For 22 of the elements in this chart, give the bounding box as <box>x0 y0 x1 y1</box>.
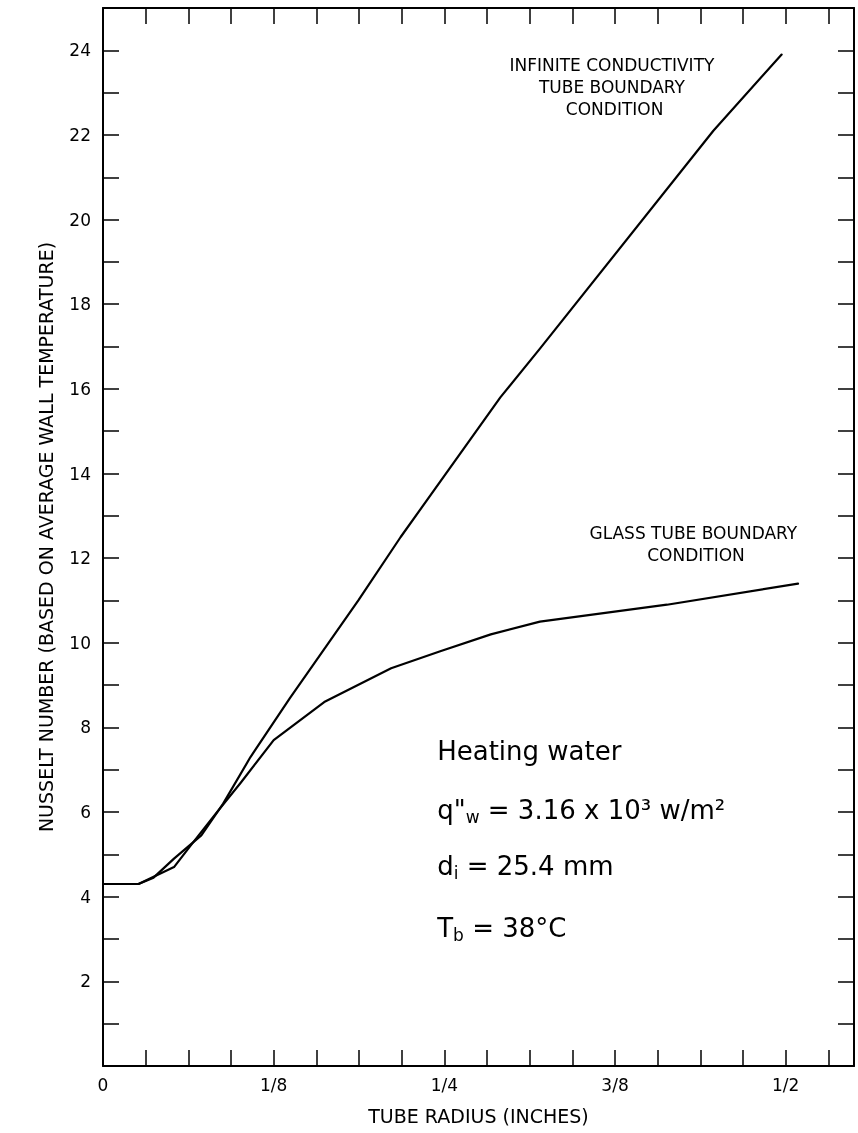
y-tick-label: 2 <box>80 971 91 992</box>
annotation: Heating water <box>437 736 622 767</box>
y-tick-label: 20 <box>69 209 91 230</box>
y-tick-label: 14 <box>69 463 91 484</box>
y-tick-label: 8 <box>80 717 91 738</box>
y-tick-label: 10 <box>69 632 91 653</box>
y-tick-label: 18 <box>69 294 91 315</box>
x-tick-label: 3/8 <box>601 1074 629 1095</box>
x-tick-label: 0 <box>97 1074 109 1095</box>
x-tick-label: 1/8 <box>260 1074 288 1095</box>
series-label: INFINITE CONDUCTIVITY TUBE BOUNDARY CONDITION <box>509 54 720 119</box>
y-axis-title: NUSSELT NUMBER (BASED ON AVERAGE WALL TEMPERATURE) <box>34 241 57 833</box>
y-tick-label: 22 <box>69 124 91 145</box>
y-tick-label: 6 <box>80 802 91 823</box>
x-axis-title: TUBE RADIUS (INCHES) <box>367 1104 589 1127</box>
y-tick-label: 16 <box>69 378 91 399</box>
y-tick-label: 4 <box>80 886 91 907</box>
x-tick-label: 1/4 <box>430 1074 459 1095</box>
y-tick-label: 12 <box>69 548 91 569</box>
x-tick-label: 1/2 <box>772 1074 800 1095</box>
series-label: GLASS TUBE BOUNDARY CONDITION <box>589 522 803 565</box>
y-tick-label: 24 <box>69 40 91 61</box>
